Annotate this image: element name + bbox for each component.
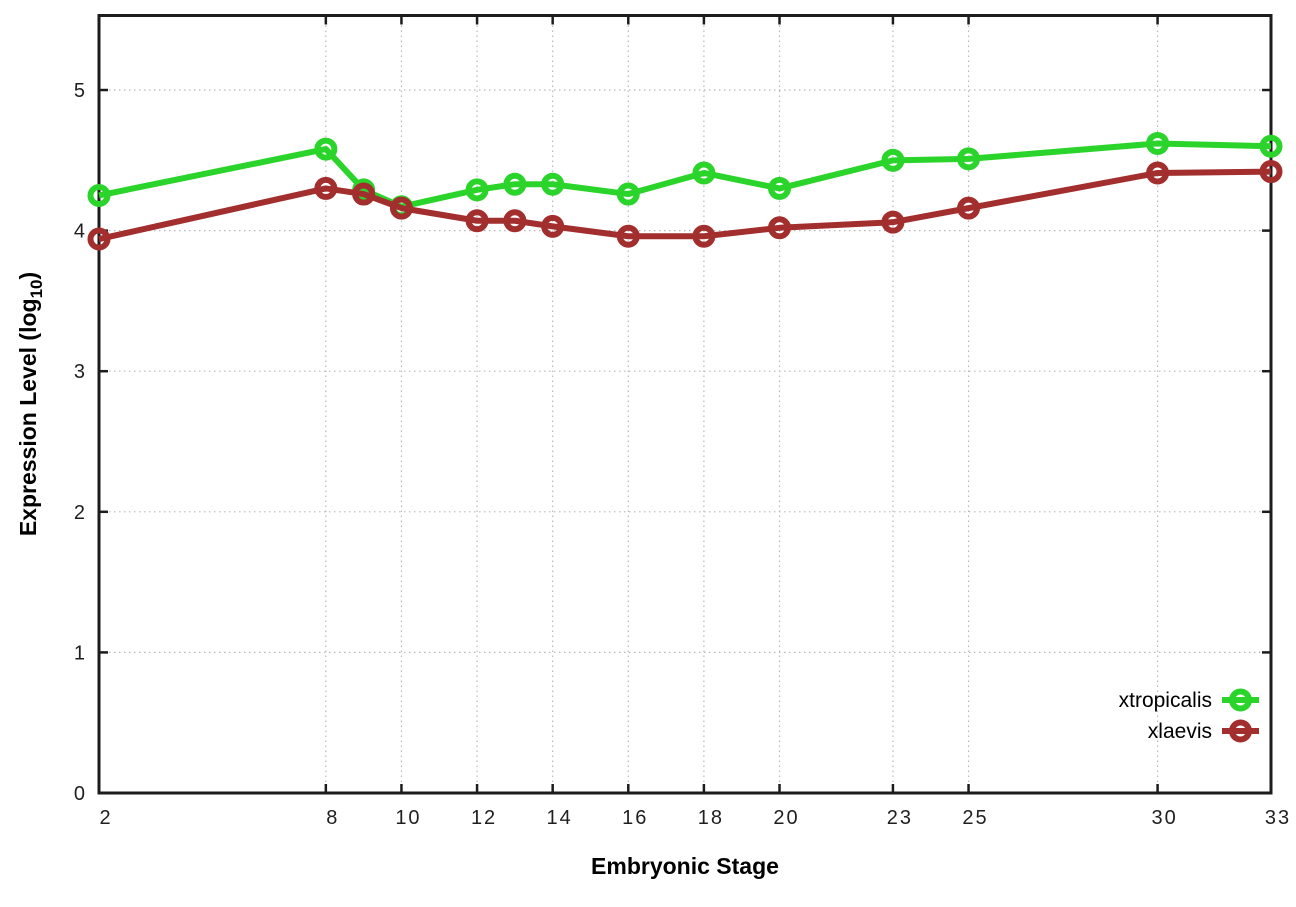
x-tick-label: 30 — [1151, 807, 1177, 829]
y-axis-title: Expression Level (log10) — [15, 272, 46, 536]
x-tick-label: 23 — [887, 807, 913, 829]
data-point-xlaevis-stage-16 — [616, 224, 640, 248]
data-point-xlaevis-stage-30 — [1146, 161, 1170, 185]
x-tick-label: 16 — [622, 807, 648, 829]
x-axis-title: Embryonic Stage — [591, 853, 779, 879]
data-point-xlaevis-stage-9 — [352, 182, 376, 206]
legend: xtropicalis xlaevis — [1119, 688, 1259, 743]
x-tick-label: 25 — [962, 807, 988, 829]
x-tick-label: 2 — [99, 807, 112, 829]
x-tick-label: 33 — [1265, 807, 1291, 829]
data-point-xtropicalis-stage-12 — [465, 178, 489, 202]
x-tick-label: 8 — [326, 807, 339, 829]
x-tick-label: 20 — [773, 807, 799, 829]
x-tick-label: 18 — [698, 807, 724, 829]
gridlines — [99, 15, 1271, 793]
x-tick-label: 14 — [547, 807, 573, 829]
data-point-xlaevis-stage-14 — [541, 214, 565, 238]
y-tick-label: 5 — [74, 80, 87, 102]
data-point-xtropicalis-stage-8 — [314, 137, 338, 161]
legend-marker-icon — [1229, 688, 1252, 712]
data-point-xlaevis-stage-12 — [465, 209, 489, 233]
y-tick-label: 2 — [74, 502, 87, 524]
series-line-xlaevis — [98, 168, 1272, 242]
data-point-xlaevis-stage-10 — [389, 196, 413, 220]
data-point-xlaevis-stage-8 — [314, 176, 338, 200]
legend-label-xtropicalis: xtropicalis — [1119, 689, 1212, 712]
data-point-xtropicalis-stage-33 — [1259, 134, 1283, 158]
legend-label-xlaevis: xlaevis — [1148, 720, 1212, 743]
legend-item-xlaevis: xlaevis — [1148, 719, 1259, 743]
y-tick-label: 4 — [74, 221, 87, 243]
data-point-xtropicalis-stage-30 — [1146, 131, 1170, 155]
data-point-xtropicalis-stage-16 — [616, 182, 640, 206]
data-point-xlaevis-stage-20 — [768, 216, 792, 240]
data-point-xlaevis-stage-13 — [503, 209, 527, 233]
y-tick-label: 3 — [74, 361, 87, 383]
legend-item-xtropicalis: xtropicalis — [1119, 688, 1259, 712]
data-point-xlaevis-stage-33 — [1259, 160, 1283, 184]
data-point-xtropicalis-stage-23 — [881, 148, 905, 172]
series-xlaevis — [87, 160, 1283, 251]
y-tick-label: 1 — [74, 642, 87, 664]
x-tick-label: 10 — [395, 807, 421, 829]
tick-marks — [97, 15, 1273, 795]
legend-marker-icon — [1229, 719, 1252, 743]
data-point-xtropicalis-stage-13 — [503, 172, 527, 196]
data-point-xlaevis-stage-18 — [692, 224, 716, 248]
data-point-xtropicalis-stage-18 — [692, 161, 716, 185]
x-tick-label: 12 — [471, 807, 497, 829]
plot-border — [97, 14, 1273, 795]
data-point-xtropicalis-stage-25 — [957, 147, 981, 171]
data-point-xlaevis-stage-23 — [881, 210, 905, 234]
y-tick-label: 0 — [74, 783, 87, 805]
data-point-xlaevis-stage-2 — [87, 227, 111, 251]
data-point-xlaevis-stage-25 — [957, 196, 981, 220]
data-point-xtropicalis-stage-20 — [768, 176, 792, 200]
data-point-xtropicalis-stage-14 — [541, 172, 565, 196]
data-point-xtropicalis-stage-2 — [87, 183, 111, 207]
